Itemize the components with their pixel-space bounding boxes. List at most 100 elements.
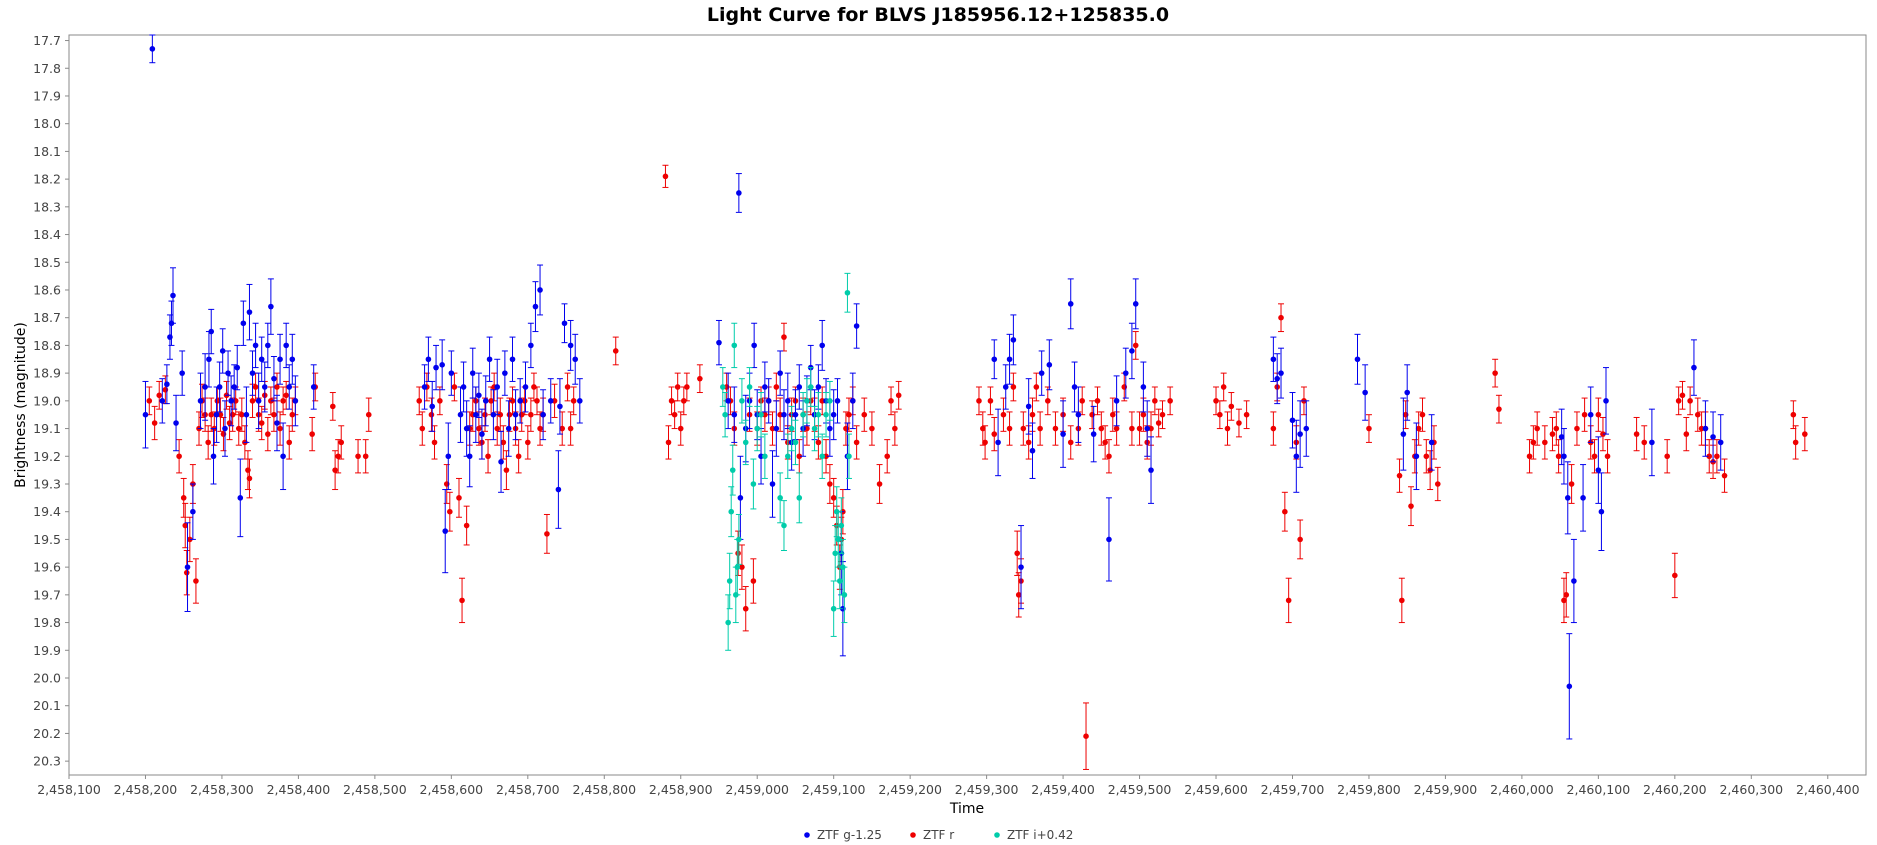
data-point — [206, 356, 212, 363]
data-point — [488, 398, 494, 404]
data-point — [725, 619, 731, 626]
data-point — [274, 420, 280, 426]
data-point — [722, 411, 728, 418]
data-point — [243, 411, 250, 418]
data-point — [853, 439, 860, 446]
data-point — [522, 384, 529, 390]
data-point — [498, 459, 504, 465]
data-point — [1018, 564, 1024, 570]
data-point — [494, 425, 501, 432]
data-point — [777, 370, 783, 376]
data-point — [736, 536, 742, 543]
data-point — [506, 411, 513, 418]
y-tick-label: 20.3 — [33, 754, 61, 769]
data-point — [416, 398, 423, 404]
data-point — [1014, 550, 1021, 557]
data-point — [173, 420, 179, 426]
data-point — [835, 536, 842, 543]
data-point — [1419, 411, 1426, 418]
x-tick-label: 2,458,100 — [37, 782, 101, 797]
data-point — [735, 550, 741, 557]
data-point — [184, 564, 191, 570]
data-point — [286, 439, 293, 446]
data-point — [485, 453, 491, 460]
data-point — [502, 370, 508, 376]
data-point — [283, 342, 289, 349]
legend-marker — [994, 832, 1000, 838]
data-point — [726, 578, 733, 584]
x-tick-label: 2,459,200 — [878, 782, 942, 797]
data-point — [1236, 420, 1242, 426]
data-point — [246, 309, 253, 315]
data-point — [1159, 411, 1166, 418]
data-point — [1113, 398, 1120, 404]
data-point — [309, 431, 315, 437]
data-point — [490, 411, 497, 418]
y-axis: 17.7 17.8 17.9 18.0 18.1 18.2 18.3 18.4 18.5 18.6… — [33, 33, 69, 769]
y-tick-label: 19.6 — [33, 560, 61, 575]
data-point — [180, 495, 187, 501]
data-point — [222, 425, 228, 432]
data-point — [208, 411, 215, 418]
data-point — [815, 384, 822, 390]
data-point — [1132, 301, 1139, 307]
data-point — [1010, 384, 1017, 390]
data-point — [1220, 384, 1227, 390]
data-point — [515, 453, 522, 460]
data-point — [729, 467, 736, 473]
y-tick-label: 17.8 — [33, 61, 61, 76]
data-point — [1029, 411, 1036, 418]
data-point — [274, 384, 280, 390]
data-point — [208, 328, 215, 335]
data-point — [249, 398, 256, 404]
data-point — [1243, 411, 1250, 418]
data-point — [1428, 439, 1435, 446]
data-point — [742, 605, 749, 612]
data-point — [1278, 370, 1284, 376]
data-point — [1399, 597, 1405, 604]
data-point — [252, 384, 259, 390]
data-point — [876, 481, 883, 487]
data-point — [289, 411, 296, 418]
y-tick-label: 19.3 — [33, 476, 61, 491]
data-point — [754, 425, 761, 432]
x-axis-label: Time — [949, 801, 984, 817]
data-point — [473, 411, 479, 418]
y-tick-label: 19.7 — [33, 587, 61, 602]
data-point — [671, 411, 678, 418]
data-point — [532, 303, 539, 310]
data-point — [202, 384, 208, 390]
data-point — [792, 439, 799, 446]
data-point — [210, 453, 217, 460]
data-point — [205, 439, 211, 446]
legend-marker — [910, 832, 916, 838]
data-point — [239, 411, 245, 418]
data-point — [1549, 431, 1556, 437]
data-point — [193, 578, 199, 584]
y-tick-label: 19.5 — [33, 532, 61, 547]
data-point — [213, 411, 220, 418]
data-point — [271, 375, 277, 382]
data-point — [736, 190, 742, 196]
data-point — [728, 508, 735, 515]
data-point — [888, 398, 894, 404]
data-point — [991, 356, 998, 363]
data-point — [151, 420, 158, 426]
data-point — [1274, 375, 1280, 382]
data-point — [437, 398, 443, 404]
data-point — [445, 453, 452, 460]
data-point — [482, 411, 488, 418]
data-point — [557, 403, 563, 410]
data-point — [1415, 425, 1422, 432]
data-point — [517, 398, 523, 404]
data-point — [1090, 431, 1097, 437]
data-point — [1140, 411, 1147, 418]
data-point — [796, 384, 803, 390]
data-point — [1641, 439, 1648, 446]
data-point — [1492, 370, 1498, 376]
data-point — [1285, 597, 1292, 604]
data-point — [466, 453, 473, 460]
data-point — [832, 550, 839, 557]
data-point — [830, 411, 837, 418]
